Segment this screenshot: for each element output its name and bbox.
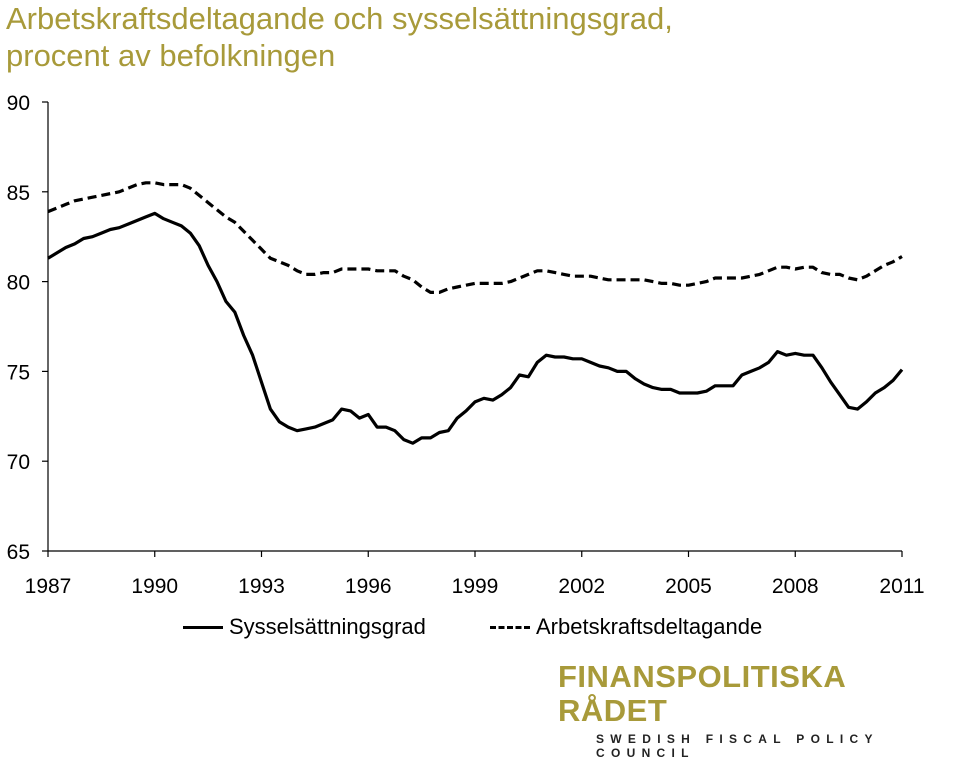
x-tick-label: 1996 [345,575,392,598]
chart-ticks: 65 70 75 80 85 90 1987 1990 1993 1996 1999 2002 2005… [7,92,925,598]
brand-logo: FINANSPOLITISKA RÅDET SWEDISH FISCAL POL… [558,660,958,760]
series-line-arbetskraftsdeltagande [47,181,903,294]
y-tick-label: 65 [7,541,30,564]
legend-item-sysselsattningsgrad: Sysselsättningsgrad [183,614,426,640]
legend-label-sysselsattningsgrad: Sysselsättningsgrad [229,614,426,639]
y-tick-label: 75 [7,361,30,384]
y-tick-label: 90 [7,92,30,115]
legend-dashed-line-icon [490,625,530,629]
legend-label-arbetskraftsdeltagande: Arbetskraftsdeltagande [536,614,763,639]
x-tick-label: 2008 [772,575,819,598]
y-tick-label: 85 [7,182,30,205]
x-tick-label: 2005 [665,575,712,598]
x-tick-label: 1987 [25,575,72,598]
series-line-sysselsattningsgrad [47,211,904,445]
chart-axes [47,102,902,552]
line-chart: 65 70 75 80 85 90 1987 1990 1993 1996 1999 2002 2005… [7,92,925,598]
chart-title-line-2: procent av befolkningen [6,38,336,73]
chart-legend: Sysselsättningsgrad Arbetskraftsdeltagan… [0,614,959,644]
legend-solid-line-icon [183,625,223,629]
brand-name: FINANSPOLITISKA RÅDET [558,659,846,728]
chart-series [47,181,904,445]
x-tick-label: 2011 [879,575,924,598]
y-tick-label: 70 [7,451,30,474]
chart-title: Arbetskraftsdeltagande och sysselsättnin… [6,0,673,74]
x-tick-label: 2002 [558,575,605,598]
y-tick-label: 80 [7,272,30,295]
chart-title-line-1: Arbetskraftsdeltagande och sysselsättnin… [6,1,673,36]
x-tick-label: 1999 [452,575,499,598]
x-tick-label: 1990 [131,575,178,598]
legend-item-arbetskraftsdeltagande: Arbetskraftsdeltagande [490,614,762,640]
brand-subtitle: SWEDISH FISCAL POLICY COUNCIL [596,732,879,760]
x-tick-label: 1993 [238,575,285,598]
